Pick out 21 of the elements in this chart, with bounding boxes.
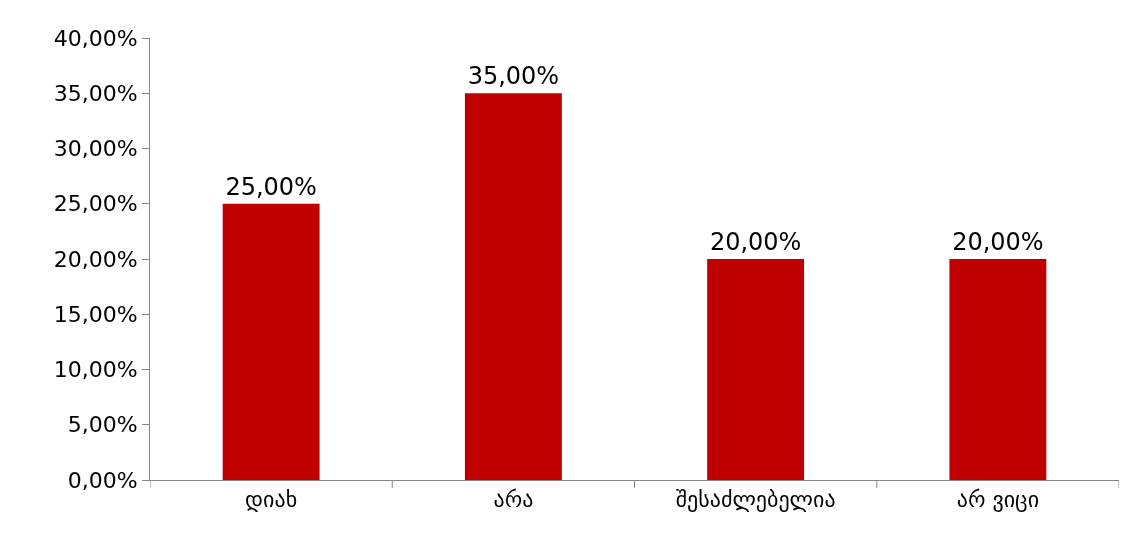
y-tick-label: 35,00% [53, 80, 138, 106]
bar [949, 259, 1047, 480]
y-tick-label: 15,00% [53, 301, 138, 327]
data-label: 20,00% [952, 228, 1044, 256]
x-tick-label: შესაძლებელია [675, 487, 836, 513]
bar [222, 203, 320, 480]
y-tick-label: 5,00% [67, 412, 138, 438]
bar [464, 93, 562, 480]
y-tick-label: 40,00% [53, 25, 138, 51]
y-tick-label: 10,00% [53, 357, 138, 383]
y-tick-label: 30,00% [53, 136, 138, 162]
data-label: 25,00% [225, 172, 317, 201]
y-tick-label: 0,00% [67, 467, 138, 493]
data-label: 20,00% [709, 228, 802, 256]
y-tick-label: 25,00% [53, 191, 138, 217]
x-tick-label: დიახ [245, 487, 298, 513]
bar [707, 259, 805, 480]
data-label: 35,00% [467, 62, 560, 91]
x-tick-label: არ ვიცი [956, 487, 1040, 513]
x-tick-label: არა [493, 487, 534, 513]
y-tick-label: 20,00% [53, 246, 138, 272]
